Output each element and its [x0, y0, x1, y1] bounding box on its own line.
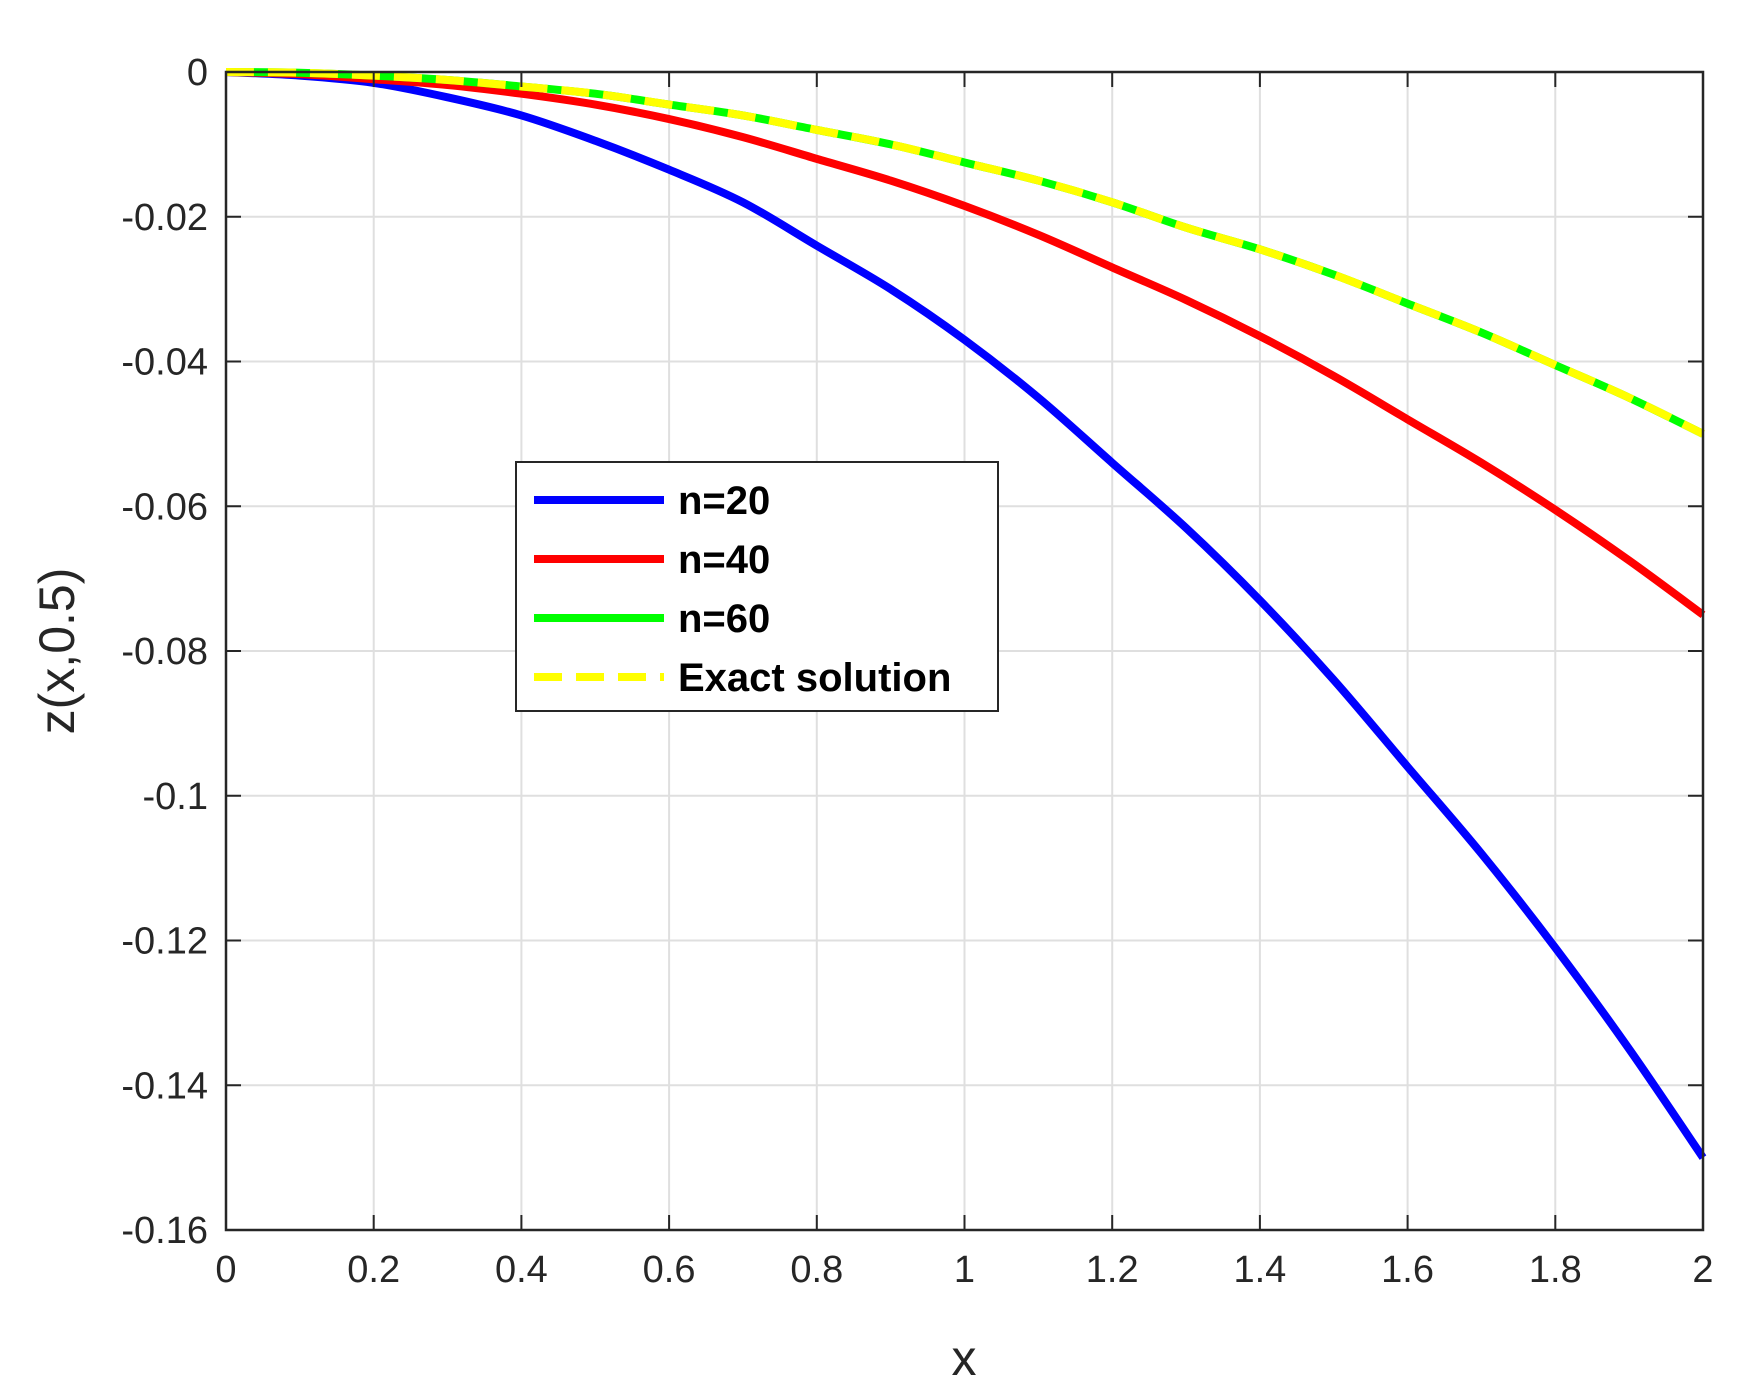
- y-tick-label: -0.06: [121, 486, 208, 528]
- y-tick-label: -0.02: [121, 197, 208, 239]
- y-tick-label: -0.08: [121, 631, 208, 673]
- x-tick-label: 0: [215, 1249, 236, 1291]
- y-tick-label: -0.14: [121, 1065, 208, 1107]
- x-tick-label: 1.4: [1233, 1249, 1286, 1291]
- x-tick-label: 0.8: [790, 1249, 843, 1291]
- y-tick-label: -0.12: [121, 921, 208, 963]
- legend-label-n-40: n=40: [678, 538, 770, 582]
- x-tick-label: 0.6: [643, 1249, 696, 1291]
- legend-label-exact-solution: Exact solution: [678, 656, 951, 700]
- x-axis-label: x: [952, 1330, 977, 1386]
- x-tick-label: 1.6: [1381, 1249, 1434, 1291]
- x-tick-label: 1.8: [1529, 1249, 1582, 1291]
- axis-ticks: [225, 71, 1704, 1231]
- y-tick-label: -0.16: [121, 1210, 208, 1252]
- y-tick-label: -0.04: [121, 342, 208, 384]
- plot-series: [225, 68, 1707, 1160]
- x-tick-label: 1.2: [1086, 1249, 1139, 1291]
- legend-label-n-60: n=60: [678, 597, 770, 641]
- x-tick-label: 0.4: [495, 1249, 548, 1291]
- series-line-n-20: [225, 68, 1707, 1160]
- y-tick-labels: 0 -0.02 -0.04 -0.06 -0.08 -0.1 -0.12 -0.14 -0.16: [121, 52, 208, 1252]
- y-tick-label: -0.1: [143, 776, 208, 818]
- x-tick-label: 2: [1692, 1249, 1713, 1291]
- x-tick-label: 1: [954, 1249, 975, 1291]
- y-axis-label: z(x,0.5): [29, 568, 85, 735]
- series-line-n-40: [225, 68, 1706, 619]
- legend-label-n-20: n=20: [678, 479, 770, 523]
- y-tick-label: 0: [187, 52, 208, 94]
- x-tick-labels: 0 0.2 0.4 0.6 0.8 1 1.2 1.4 1.6 1.8 2: [215, 1249, 1713, 1291]
- series-line-exact-solution: [225, 68, 1705, 438]
- legend: n=20 n=40 n=60 Exact solution: [515, 461, 999, 712]
- x-tick-label: 0.2: [347, 1249, 400, 1291]
